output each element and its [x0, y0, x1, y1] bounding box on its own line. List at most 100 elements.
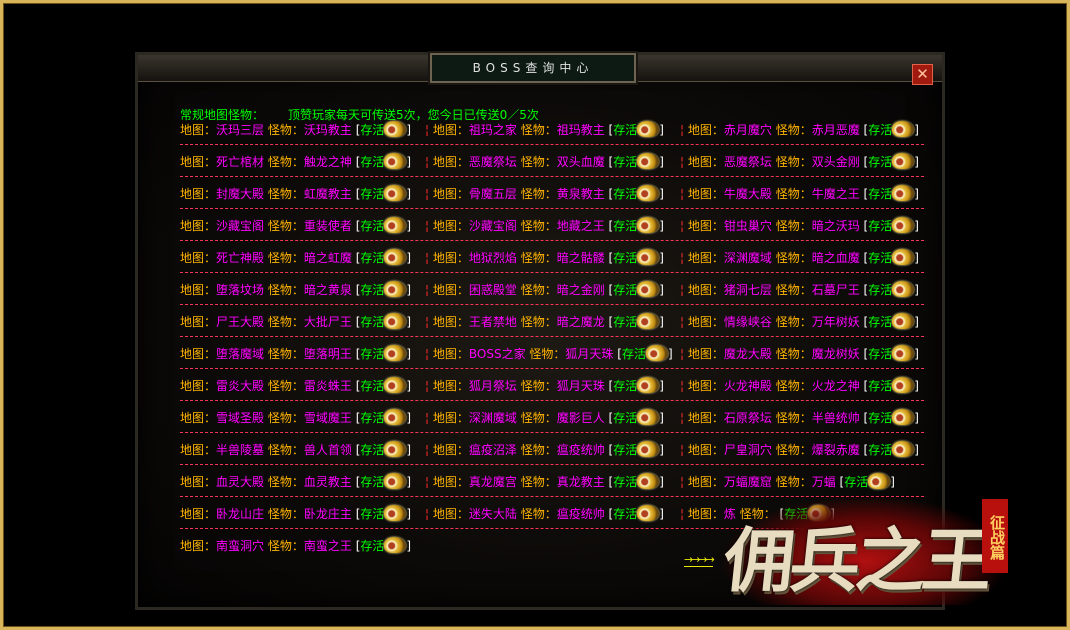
gold-ingot-icon[interactable]	[892, 441, 915, 457]
boss-entry[interactable]: ¦ 地图：牛魔大殿 怪物：牛魔之王 [存活]	[680, 185, 919, 202]
boss-entry[interactable]: 地图：血灵大殿 怪物：血灵教主 [存活]	[180, 473, 411, 490]
gold-ingot-icon[interactable]	[892, 281, 915, 297]
boss-entry[interactable]: ¦ 地图：骨魔五层 怪物：黄泉教主 [存活]	[425, 185, 664, 202]
boss-entry[interactable]: ¦ 地图：真龙魔宫 怪物：真龙教主 [存活]	[425, 473, 664, 490]
map-name[interactable]: 尸皇洞穴	[723, 443, 776, 457]
gold-ingot-icon[interactable]	[892, 345, 915, 361]
boss-entry[interactable]: ¦ 地图：迷失大陆 怪物：瘟疫统帅 [存活]	[425, 505, 664, 522]
map-name[interactable]: 半兽陵墓	[216, 443, 268, 457]
map-name[interactable]: 封魔大殿	[216, 187, 268, 201]
map-name[interactable]: 沃玛三层	[216, 123, 268, 137]
map-name[interactable]: 石原祭坛	[723, 411, 776, 425]
gold-ingot-icon[interactable]	[637, 121, 660, 137]
map-name[interactable]: 猪洞七层	[723, 283, 776, 297]
gold-ingot-icon[interactable]	[892, 121, 915, 137]
boss-entry[interactable]: ¦ 地图：炼 怪物： [存活]	[680, 505, 835, 522]
map-name[interactable]: 困惑殿堂	[468, 283, 521, 297]
map-name[interactable]: 牛魔大殿	[723, 187, 776, 201]
boss-entry[interactable]: ¦ 地图：沙藏宝阁 怪物：地藏之王 [存活]	[425, 217, 664, 234]
gold-ingot-icon[interactable]	[637, 409, 660, 425]
map-name[interactable]: 血灵大殿	[216, 475, 268, 489]
boss-entry[interactable]: ¦ 地图：祖玛之家 怪物：祖玛教主 [存活]	[425, 121, 664, 138]
boss-entry[interactable]: ¦ 地图：火龙神殿 怪物：火龙之神 [存活]	[680, 377, 919, 394]
map-name[interactable]: 狐月祭坛	[468, 379, 521, 393]
gold-ingot-icon[interactable]	[637, 281, 660, 297]
boss-entry[interactable]: ¦ 地图：深渊魔域 怪物：魔影巨人 [存活]	[425, 409, 664, 426]
gold-ingot-icon[interactable]	[808, 505, 831, 521]
map-name[interactable]: 迷失大陆	[468, 507, 521, 521]
boss-entry[interactable]: ¦ 地图：恶魔祭坛 怪物：双头金刚 [存活]	[680, 153, 919, 170]
map-name[interactable]: 骨魔五层	[468, 187, 521, 201]
gold-ingot-icon[interactable]	[637, 217, 660, 233]
gold-ingot-icon[interactable]	[892, 217, 915, 233]
map-name[interactable]: 祖玛之家	[468, 123, 521, 137]
map-name[interactable]: 瘟疫沼泽	[468, 443, 521, 457]
map-name[interactable]: 深渊魔域	[723, 251, 776, 265]
boss-entry[interactable]: ¦ 地图：万蝠魔窟 怪物：万蝠 [存活]	[680, 473, 895, 490]
map-name[interactable]: 深渊魔域	[468, 411, 521, 425]
gold-ingot-icon[interactable]	[637, 473, 660, 489]
boss-entry[interactable]: 地图：雷炎大殿 怪物：雷炎蛛王 [存活]	[180, 377, 411, 394]
gold-ingot-icon[interactable]	[384, 217, 407, 233]
gold-ingot-icon[interactable]	[645, 345, 668, 361]
gold-ingot-icon[interactable]	[892, 185, 915, 201]
boss-entry[interactable]: 地图：封魔大殿 怪物：虹魔教主 [存活]	[180, 185, 411, 202]
gold-ingot-icon[interactable]	[637, 377, 660, 393]
map-name[interactable]: 堕落坟场	[216, 283, 268, 297]
map-name[interactable]: 炼	[723, 507, 740, 521]
map-name[interactable]: 恶魔祭坛	[468, 155, 521, 169]
gold-ingot-icon[interactable]	[384, 249, 407, 265]
gold-ingot-icon[interactable]	[384, 313, 407, 329]
gold-ingot-icon[interactable]	[892, 249, 915, 265]
close-button[interactable]: ✕	[912, 64, 933, 85]
boss-entry[interactable]: ¦ 地图：BOSS之家 怪物：狐月天珠 [存活]	[425, 345, 673, 362]
map-name[interactable]: 沙藏宝阁	[216, 219, 268, 233]
gold-ingot-icon[interactable]	[892, 313, 915, 329]
map-name[interactable]: 真龙魔宫	[468, 475, 521, 489]
gold-ingot-icon[interactable]	[384, 377, 407, 393]
map-name[interactable]: 恶魔祭坛	[723, 155, 776, 169]
boss-entry[interactable]: ¦ 地图：魔龙大殿 怪物：魔龙树妖 [存活]	[680, 345, 919, 362]
map-name[interactable]: 钳虫巢穴	[723, 219, 776, 233]
gold-ingot-icon[interactable]	[892, 377, 915, 393]
map-name[interactable]: 死亡神殿	[216, 251, 268, 265]
gold-ingot-icon[interactable]	[637, 185, 660, 201]
gold-ingot-icon[interactable]	[637, 441, 660, 457]
map-name[interactable]: 雷炎大殿	[216, 379, 268, 393]
gold-ingot-icon[interactable]	[892, 153, 915, 169]
map-name[interactable]: 魔龙大殿	[723, 347, 776, 361]
arrow-link[interactable]: →→→→	[684, 553, 715, 567]
boss-entry[interactable]: ¦ 地图：赤月魔穴 怪物：赤月恶魔 [存活]	[680, 121, 919, 138]
boss-entry[interactable]: 地图：南蛮洞穴 怪物：南蛮之王 [存活]	[180, 537, 411, 554]
map-name[interactable]: 万蝠魔窟	[723, 475, 776, 489]
map-name[interactable]: 情缘峡谷	[723, 315, 776, 329]
boss-entry[interactable]: ¦ 地图：困惑殿堂 怪物：暗之金刚 [存活]	[425, 281, 664, 298]
boss-entry[interactable]: 地图：堕落坟场 怪物：暗之黄泉 [存活]	[180, 281, 411, 298]
boss-entry[interactable]: 地图：沙藏宝阁 怪物：重装使者 [存活]	[180, 217, 411, 234]
boss-entry[interactable]: ¦ 地图：瘟疫沼泽 怪物：瘟疫统帅 [存活]	[425, 441, 664, 458]
gold-ingot-icon[interactable]	[384, 345, 407, 361]
boss-entry[interactable]: ¦ 地图：深渊魔域 怪物：暗之血魔 [存活]	[680, 249, 919, 266]
gold-ingot-icon[interactable]	[384, 441, 407, 457]
map-name[interactable]: 堕落魔域	[216, 347, 268, 361]
map-name[interactable]: 尸王大殿	[216, 315, 268, 329]
gold-ingot-icon[interactable]	[384, 153, 407, 169]
boss-entry[interactable]: ¦ 地图：钳虫巢穴 怪物：暗之沃玛 [存活]	[680, 217, 919, 234]
gold-ingot-icon[interactable]	[637, 505, 660, 521]
gold-ingot-icon[interactable]	[384, 537, 407, 553]
boss-entry[interactable]: 地图：卧龙山庄 怪物：卧龙庄主 [存活]	[180, 505, 411, 522]
boss-entry[interactable]: 地图：沃玛三层 怪物：沃玛教主 [存活]	[180, 121, 411, 138]
boss-entry[interactable]: 地图：半兽陵墓 怪物：兽人首领 [存活]	[180, 441, 411, 458]
map-name[interactable]: 地狱烈焰	[468, 251, 521, 265]
gold-ingot-icon[interactable]	[384, 121, 407, 137]
gold-ingot-icon[interactable]	[637, 313, 660, 329]
gold-ingot-icon[interactable]	[384, 185, 407, 201]
map-name[interactable]: 卧龙山庄	[216, 507, 268, 521]
map-name[interactable]: 王者禁地	[468, 315, 521, 329]
gold-ingot-icon[interactable]	[892, 409, 915, 425]
map-name[interactable]: 南蛮洞穴	[216, 539, 268, 553]
gold-ingot-icon[interactable]	[384, 505, 407, 521]
map-name[interactable]: 雪域圣殿	[216, 411, 268, 425]
boss-entry[interactable]: ¦ 地图：狐月祭坛 怪物：狐月天珠 [存活]	[425, 377, 664, 394]
boss-entry[interactable]: 地图：尸王大殿 怪物：大批尸王 [存活]	[180, 313, 411, 330]
